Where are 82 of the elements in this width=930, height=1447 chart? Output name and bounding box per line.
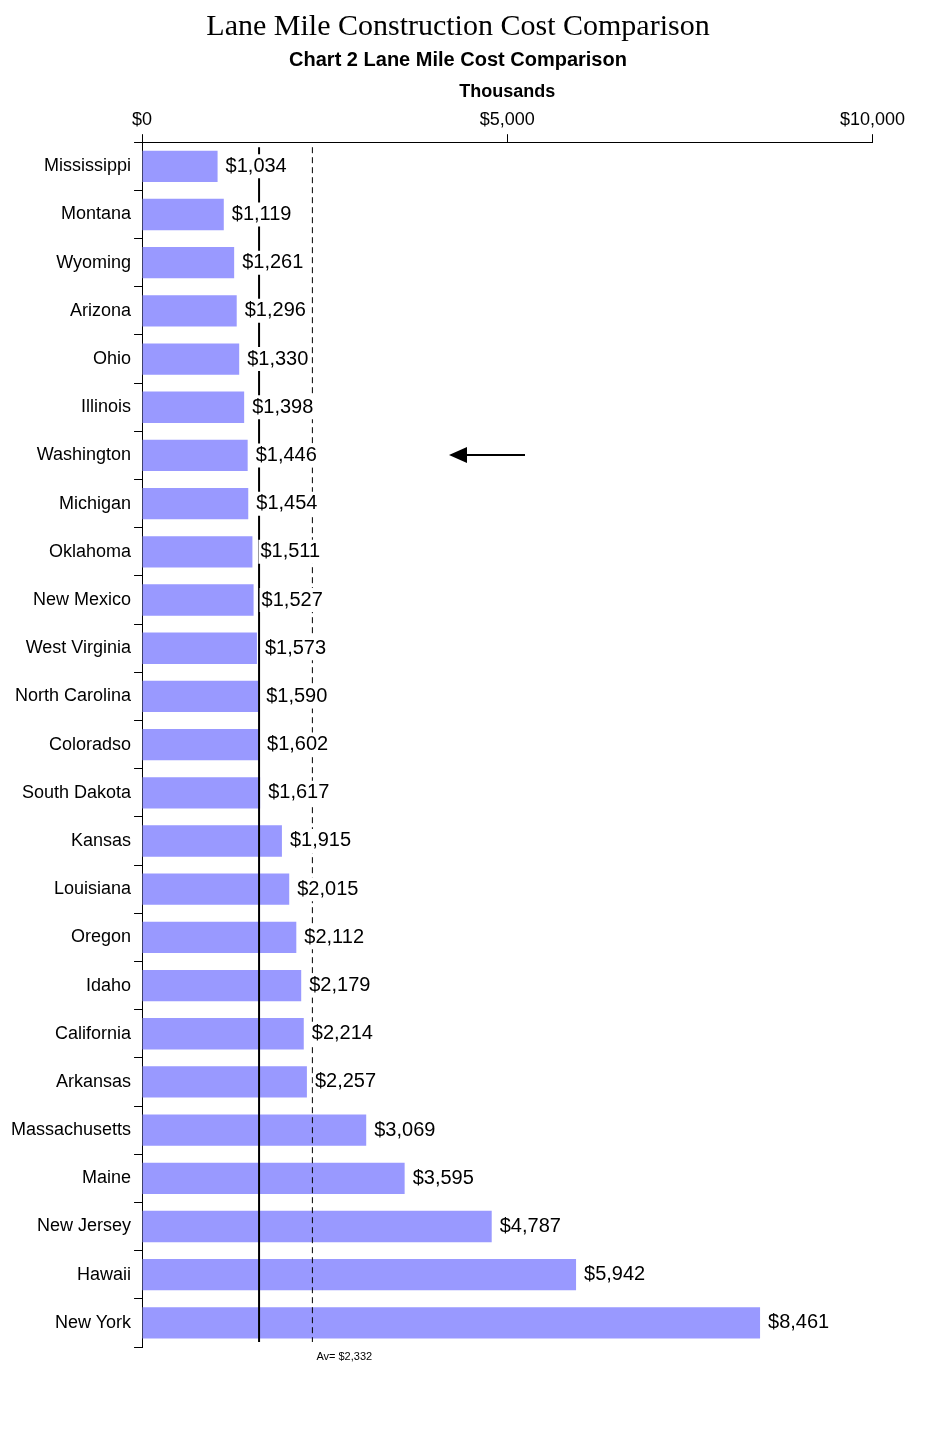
y-tick-label: Oregon (71, 926, 132, 947)
data-label: $1,034 (225, 153, 287, 176)
data-label: $5,942 (584, 1262, 646, 1285)
bar (142, 969, 302, 1002)
y-tick-label: Oklahoma (49, 540, 133, 561)
bar (142, 295, 237, 327)
bar (142, 1162, 405, 1194)
data-label: $1,261 (242, 250, 304, 273)
y-tick-label: West Virginia (25, 637, 133, 658)
bar (142, 1210, 492, 1243)
y-tick-label: Arizona (70, 299, 133, 320)
bar (142, 343, 240, 375)
y-tick-label: Michigan (59, 492, 132, 513)
y-tick-label: Kansas (71, 829, 132, 850)
y-tick-label: Mississippi (44, 155, 132, 176)
bar (142, 391, 245, 423)
data-label: $2,257 (314, 1069, 377, 1092)
bar (142, 439, 248, 472)
data-label: $4,787 (499, 1214, 561, 1237)
bar (142, 1114, 367, 1146)
bar (142, 584, 254, 616)
bar (142, 873, 290, 905)
bar (142, 1018, 304, 1050)
bar (142, 150, 218, 182)
y-tick-label: Coloradso (49, 733, 132, 754)
bar (142, 680, 259, 713)
chart-subtitle: Chart 2 Lane Mile Cost Comparison (288, 48, 628, 71)
y-tick-label: South Dakota (21, 781, 133, 802)
x-tick-label: $0 (132, 109, 153, 130)
bar (142, 1259, 577, 1291)
bar (142, 921, 297, 954)
ref-line-label: Av= $2,332 (316, 1349, 373, 1362)
x-axis-title: Thousands (459, 80, 556, 101)
y-tick-label: Ohio (93, 348, 132, 369)
data-label: $2,179 (309, 973, 371, 996)
x-tick-label: $10,000 (839, 109, 906, 130)
data-label: $1,398 (252, 394, 314, 417)
bar (142, 247, 235, 279)
data-label: $1,602 (267, 732, 329, 755)
data-label: $1,573 (264, 635, 327, 658)
chart-title: Lane Mile Construction Cost Comparison (205, 8, 711, 42)
y-tick-label: Illinois (81, 396, 132, 417)
y-tick-label: New Mexico (33, 588, 132, 609)
y-tick-label: Washington (36, 444, 132, 465)
y-tick-label: Maine (82, 1167, 132, 1188)
bar (142, 632, 257, 664)
data-label: $1,296 (244, 298, 306, 321)
data-label: $1,527 (261, 587, 323, 610)
data-label: $1,915 (289, 828, 352, 851)
y-tick-label: Massachusetts (10, 1119, 132, 1140)
bar (142, 1066, 307, 1098)
bar (142, 825, 282, 857)
y-tick-label: Idaho (86, 974, 132, 995)
data-label: $2,015 (297, 876, 359, 899)
y-tick-label: Montana (60, 203, 133, 224)
y-tick-label: California (55, 1022, 133, 1043)
data-label: $3,595 (412, 1165, 474, 1188)
data-label: $3,069 (374, 1117, 436, 1140)
data-label: $2,214 (311, 1021, 373, 1044)
y-tick-label: Louisiana (53, 878, 133, 899)
data-label: $2,112 (304, 924, 364, 947)
data-label: $1,330 (247, 346, 309, 369)
x-tick-label: $5,000 (479, 109, 535, 130)
bar (142, 536, 253, 568)
data-label: $1,454 (256, 491, 318, 514)
data-label: $1,617 (268, 780, 330, 803)
data-label: $1,446 (255, 442, 317, 465)
data-label: $8,461 (768, 1310, 830, 1333)
y-tick-label: New York (55, 1311, 133, 1332)
data-label: $1,511 (260, 539, 321, 562)
bar (142, 487, 249, 520)
bar (142, 728, 260, 761)
y-tick-label: New Jersey (37, 1215, 132, 1236)
y-tick-label: Arkansas (56, 1070, 132, 1091)
bar (142, 198, 224, 231)
bar (142, 1307, 761, 1339)
data-label: $1,119 (231, 202, 292, 224)
y-tick-label: Wyoming (56, 251, 132, 272)
y-tick-label: North Carolina (14, 685, 133, 706)
y-tick-label: Hawaii (77, 1263, 132, 1284)
bar (142, 777, 261, 809)
data-label: $1,590 (266, 683, 328, 706)
